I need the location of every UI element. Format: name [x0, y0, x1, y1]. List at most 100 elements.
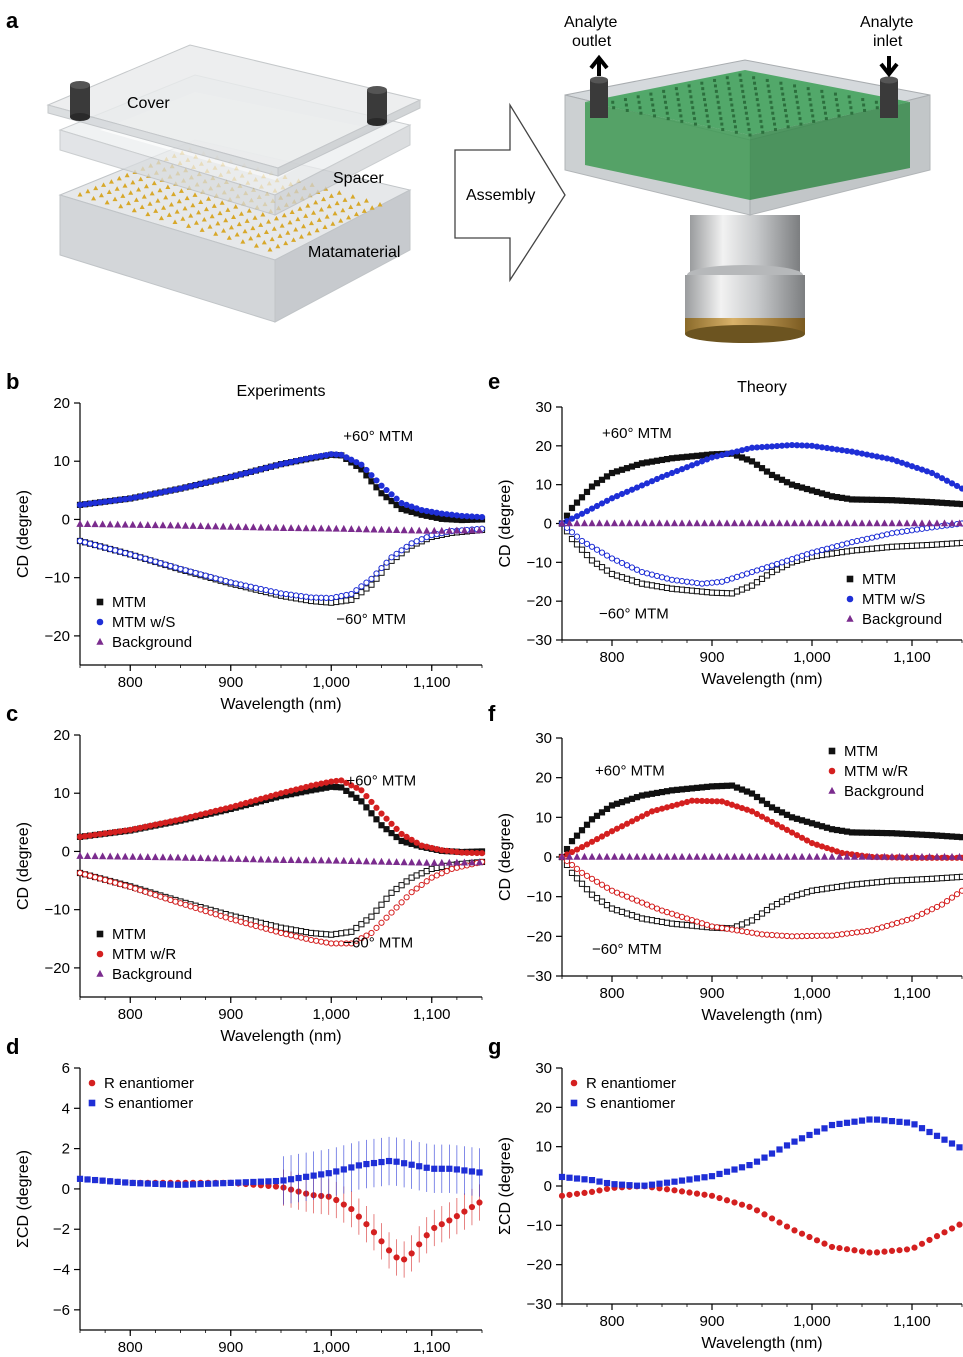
data-point [398, 830, 405, 838]
device-metamaterial-element [848, 100, 852, 104]
device-metamaterial-element [720, 122, 724, 126]
data-point [838, 494, 846, 501]
device-metamaterial-element [744, 111, 748, 115]
data-point [232, 580, 239, 587]
series-R [558, 1183, 963, 1256]
legend-marker [88, 1099, 96, 1107]
data-point [76, 537, 84, 545]
data-point [716, 1194, 723, 1202]
data-point [828, 550, 836, 557]
data-point [643, 791, 651, 798]
data-point [753, 579, 761, 586]
data-point [703, 797, 711, 805]
data-point [476, 1199, 483, 1206]
data-point [658, 805, 666, 812]
data-point [893, 529, 901, 536]
data-point [843, 852, 851, 860]
data-point [122, 827, 129, 834]
metamaterial-element [201, 217, 207, 222]
data-point [81, 833, 89, 840]
data-point [898, 877, 906, 884]
data-point [618, 490, 626, 498]
data-point [758, 443, 766, 451]
metamaterial-element [287, 219, 293, 225]
metamaterial-element [295, 216, 301, 222]
data-point [688, 587, 696, 594]
metamaterial-element [289, 209, 295, 214]
data-point [408, 508, 415, 515]
data-point [318, 785, 325, 792]
data-point [127, 495, 134, 502]
legend-label: Background [862, 611, 942, 628]
data-point [127, 551, 134, 558]
data-point [242, 1179, 249, 1186]
device-metamaterial-element [821, 95, 825, 99]
device-metamaterial-element [743, 106, 747, 110]
data-point [933, 903, 941, 911]
data-point [368, 929, 375, 937]
panel-letter-b: b [6, 369, 19, 394]
y-tick-label: 30 [535, 1060, 552, 1077]
data-point [468, 1168, 476, 1175]
data-point [808, 442, 816, 449]
data-point [373, 816, 380, 823]
data-point [648, 458, 656, 465]
device-metamaterial-element [624, 103, 628, 107]
data-point [685, 852, 694, 860]
device-metamaterial-element [797, 111, 801, 115]
data-point [603, 567, 611, 574]
y-axis-label: ΣCD (degree) [497, 1137, 514, 1235]
data-point [438, 510, 445, 517]
data-point [638, 915, 646, 922]
data-point [828, 846, 836, 853]
data-point [252, 922, 259, 930]
data-point [157, 560, 164, 567]
data-point [670, 519, 679, 527]
data-point [428, 513, 435, 520]
data-point [317, 856, 325, 864]
device-metamaterial-element [728, 92, 732, 96]
data-point [808, 887, 816, 894]
metamaterial-element [293, 227, 299, 232]
data-point [723, 782, 731, 789]
data-point [147, 557, 154, 564]
data-point [808, 820, 816, 827]
data-point [760, 852, 769, 860]
data-point [237, 918, 244, 925]
data-point [808, 487, 816, 494]
data-point [174, 1181, 182, 1188]
data-point [898, 918, 906, 925]
data-point [242, 469, 249, 477]
x-tick-label: 800 [118, 674, 143, 691]
data-point [107, 1178, 114, 1185]
data-point [768, 1150, 776, 1157]
data-point [340, 524, 348, 532]
data-point [267, 463, 275, 470]
data-point [643, 459, 651, 466]
device-metamaterial-element [793, 89, 797, 93]
metamaterial-element [340, 207, 346, 213]
data-point [948, 1225, 956, 1232]
data-point [863, 496, 871, 503]
data-point [264, 855, 273, 863]
data-point [838, 883, 846, 890]
data-point [761, 1154, 768, 1161]
device-metamaterial-element [679, 114, 683, 118]
data-point [955, 852, 963, 860]
data-point [207, 573, 214, 581]
data-point [237, 471, 244, 478]
data-point [400, 858, 408, 866]
data-point [728, 590, 736, 597]
device-metamaterial-element [773, 122, 777, 126]
data-point [758, 797, 766, 804]
y-tick-label: −10 [527, 889, 552, 906]
data-point [708, 923, 716, 930]
metamaterial-element [303, 213, 309, 218]
metamaterial-element [178, 188, 184, 193]
data-point [893, 497, 901, 504]
data-point [172, 817, 179, 824]
data-point [693, 852, 701, 860]
data-point [227, 579, 234, 586]
data-point [303, 783, 310, 791]
device-metamaterial-element [810, 108, 814, 112]
